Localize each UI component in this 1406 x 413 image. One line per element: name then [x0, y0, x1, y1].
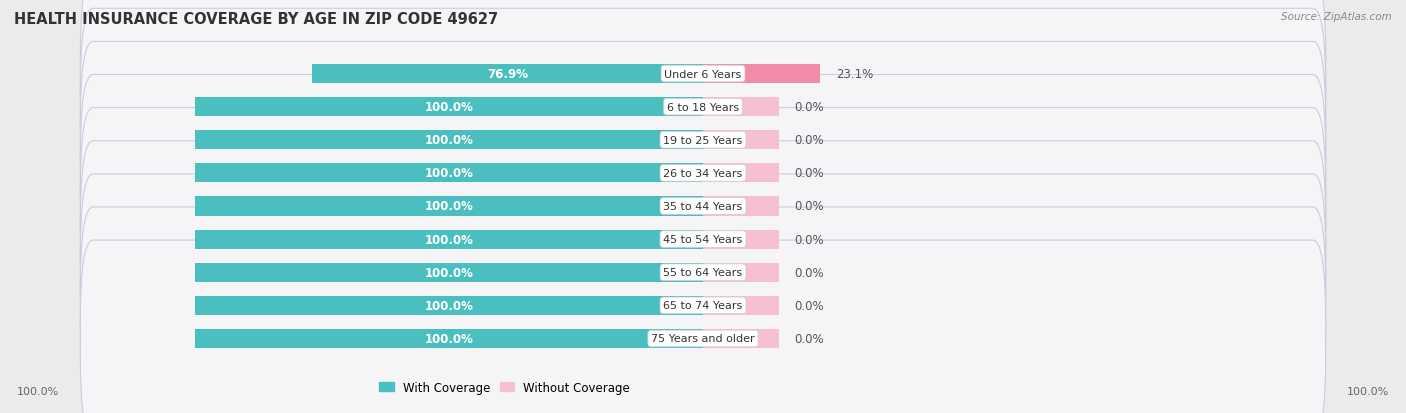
Bar [703, 329, 779, 348]
Text: HEALTH INSURANCE COVERAGE BY AGE IN ZIP CODE 49627: HEALTH INSURANCE COVERAGE BY AGE IN ZIP … [14, 12, 498, 27]
Text: 35 to 44 Years: 35 to 44 Years [664, 202, 742, 211]
Text: 75 Years and older: 75 Years and older [651, 334, 755, 344]
Text: 100.0%: 100.0% [425, 134, 474, 147]
Text: 26 to 34 Years: 26 to 34 Years [664, 169, 742, 178]
Text: 0.0%: 0.0% [794, 233, 824, 246]
Bar [194, 296, 703, 315]
Legend: With Coverage, Without Coverage: With Coverage, Without Coverage [374, 376, 636, 399]
Bar [194, 329, 703, 348]
Bar [703, 197, 779, 216]
Bar [194, 230, 703, 249]
Text: 45 to 54 Years: 45 to 54 Years [664, 235, 742, 244]
Text: 23.1%: 23.1% [835, 68, 873, 81]
Bar [194, 197, 703, 216]
Text: 0.0%: 0.0% [794, 299, 824, 312]
Bar [194, 164, 703, 183]
Text: 100.0%: 100.0% [425, 101, 474, 114]
FancyBboxPatch shape [80, 9, 1326, 206]
Text: 0.0%: 0.0% [794, 101, 824, 114]
Text: 0.0%: 0.0% [794, 167, 824, 180]
Text: 100.0%: 100.0% [425, 266, 474, 279]
Text: 19 to 25 Years: 19 to 25 Years [664, 135, 742, 145]
Bar [194, 263, 703, 282]
FancyBboxPatch shape [80, 207, 1326, 404]
FancyBboxPatch shape [80, 240, 1326, 413]
FancyBboxPatch shape [80, 42, 1326, 239]
FancyBboxPatch shape [80, 0, 1326, 173]
Bar [194, 131, 703, 150]
Text: 0.0%: 0.0% [794, 200, 824, 213]
Text: 100.0%: 100.0% [425, 332, 474, 345]
Text: Under 6 Years: Under 6 Years [665, 69, 741, 79]
Bar [703, 164, 779, 183]
Text: 100.0%: 100.0% [425, 233, 474, 246]
Text: 55 to 64 Years: 55 to 64 Years [664, 268, 742, 278]
Text: 100.0%: 100.0% [425, 200, 474, 213]
FancyBboxPatch shape [80, 141, 1326, 338]
Text: 100.0%: 100.0% [425, 299, 474, 312]
Bar [312, 65, 703, 84]
Text: 0.0%: 0.0% [794, 266, 824, 279]
Text: 0.0%: 0.0% [794, 332, 824, 345]
Text: 65 to 74 Years: 65 to 74 Years [664, 301, 742, 311]
Bar [703, 65, 821, 84]
Text: 0.0%: 0.0% [794, 134, 824, 147]
FancyBboxPatch shape [80, 108, 1326, 305]
Text: 6 to 18 Years: 6 to 18 Years [666, 102, 740, 112]
FancyBboxPatch shape [80, 75, 1326, 272]
Text: 100.0%: 100.0% [1347, 387, 1389, 396]
Bar [703, 263, 779, 282]
Text: 100.0%: 100.0% [425, 167, 474, 180]
Bar [703, 98, 779, 117]
Text: Source: ZipAtlas.com: Source: ZipAtlas.com [1281, 12, 1392, 22]
Bar [703, 296, 779, 315]
Bar [703, 230, 779, 249]
Text: 76.9%: 76.9% [486, 68, 529, 81]
Bar [194, 98, 703, 117]
FancyBboxPatch shape [80, 174, 1326, 371]
Bar [703, 131, 779, 150]
Text: 100.0%: 100.0% [17, 387, 59, 396]
